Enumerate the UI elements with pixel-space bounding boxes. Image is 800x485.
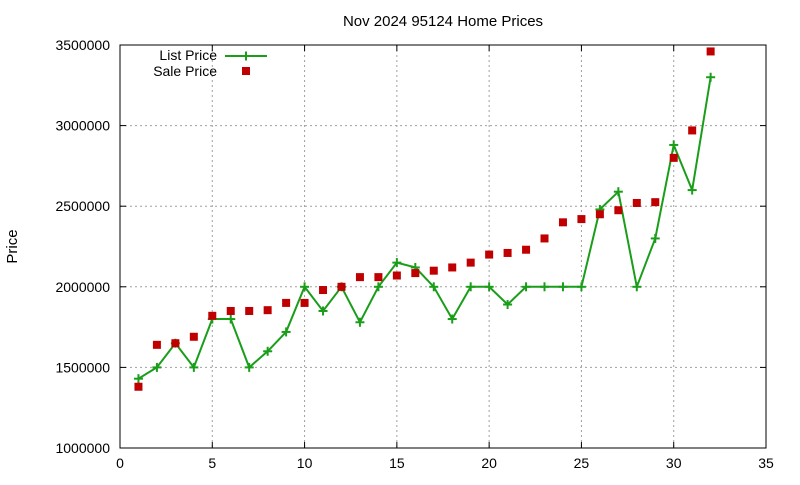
list-price-point <box>503 300 513 310</box>
sale-price-point <box>208 311 217 320</box>
sale-price-point <box>245 306 254 315</box>
sale-price-point <box>319 286 328 295</box>
series-sale-price <box>134 47 715 391</box>
list-price-point <box>558 282 568 292</box>
y-tick-label: 3500000 <box>55 37 110 53</box>
sale-price-point <box>429 266 438 275</box>
sale-price-point <box>522 245 531 254</box>
list-price-point <box>373 282 383 292</box>
list-price-point <box>392 258 402 268</box>
sale-price-point <box>558 218 567 227</box>
list-price-point <box>576 282 586 292</box>
list-price-line <box>137 77 712 380</box>
ticks: 0 5 10 15 20 25 30 35 1000000 1500000 2000000 25000… <box>55 37 774 471</box>
legend-swatch-list-price-cross <box>241 51 251 61</box>
list-price-point <box>300 282 310 292</box>
sale-price-point <box>337 282 346 291</box>
sale-price-point <box>411 269 420 278</box>
list-price-point <box>244 362 254 372</box>
sale-price-point <box>651 198 660 207</box>
y-tick-label: 3000000 <box>55 118 110 134</box>
x-tick-label: 10 <box>297 455 313 471</box>
legend-label-list-price: List Price <box>159 47 217 63</box>
sale-price-point <box>706 47 715 56</box>
sale-price-point <box>226 306 235 315</box>
list-price-point <box>521 282 531 292</box>
list-price-point <box>318 306 328 316</box>
sale-price-point <box>392 271 401 280</box>
y-tick-label: 2000000 <box>55 279 110 295</box>
list-price-point <box>466 282 476 292</box>
list-price-point <box>632 282 642 292</box>
x-tick-label: 5 <box>208 455 216 471</box>
x-tick-label: 35 <box>758 455 774 471</box>
sale-price-point <box>282 298 291 307</box>
y-tick-label: 2500000 <box>55 198 110 214</box>
chart-title: Nov 2024 95124 Home Prices <box>343 13 543 30</box>
sale-price-point <box>595 210 604 219</box>
list-price-point <box>540 282 550 292</box>
list-price-point <box>447 314 457 324</box>
list-price-point <box>226 314 236 324</box>
sale-price-point <box>614 206 623 215</box>
sale-price-point <box>134 382 143 391</box>
sale-price-point <box>374 273 383 282</box>
sale-price-point <box>485 250 494 259</box>
list-price-point <box>189 362 199 372</box>
list-price-point <box>650 233 660 243</box>
series-list-price <box>133 72 716 384</box>
sale-price-point <box>688 126 697 135</box>
sale-price-point <box>171 339 180 348</box>
list-price-point <box>429 282 439 292</box>
y-tick-label: 1500000 <box>55 359 110 375</box>
sale-price-point <box>263 306 272 315</box>
x-tick-label: 30 <box>666 455 682 471</box>
sale-price-point <box>300 298 309 307</box>
series <box>133 47 716 391</box>
list-price-point <box>355 317 365 327</box>
sale-price-point <box>189 332 198 341</box>
x-tick-label: 25 <box>574 455 590 471</box>
sale-price-point <box>152 340 161 349</box>
list-price-point <box>706 72 716 82</box>
sale-price-point <box>577 215 586 224</box>
sale-price-point <box>503 248 512 257</box>
sale-price-point <box>669 153 678 162</box>
list-price-point <box>613 187 623 197</box>
list-price-point <box>133 374 143 384</box>
sale-price-point <box>540 234 549 243</box>
y-tick-label: 1000000 <box>55 440 110 456</box>
list-price-point <box>281 327 291 337</box>
list-price-point <box>152 362 162 372</box>
y-axis-label: Price <box>4 229 21 263</box>
x-tick-label: 20 <box>481 455 497 471</box>
x-tick-label: 15 <box>389 455 405 471</box>
legend: List Price Sale Price <box>153 47 267 79</box>
plot-frame <box>119 44 767 449</box>
sale-price-point <box>466 258 475 267</box>
list-price-point <box>687 185 697 195</box>
list-price-point <box>484 282 494 292</box>
legend-swatch-sale-price <box>242 67 250 75</box>
sale-price-point <box>355 273 364 282</box>
list-price-point <box>669 140 679 150</box>
grid <box>120 45 766 448</box>
legend-label-sale-price: Sale Price <box>153 63 217 79</box>
x-tick-label: 0 <box>116 455 124 471</box>
sale-price-point <box>448 263 457 272</box>
sale-price-point <box>632 198 641 207</box>
list-price-point <box>263 346 273 356</box>
